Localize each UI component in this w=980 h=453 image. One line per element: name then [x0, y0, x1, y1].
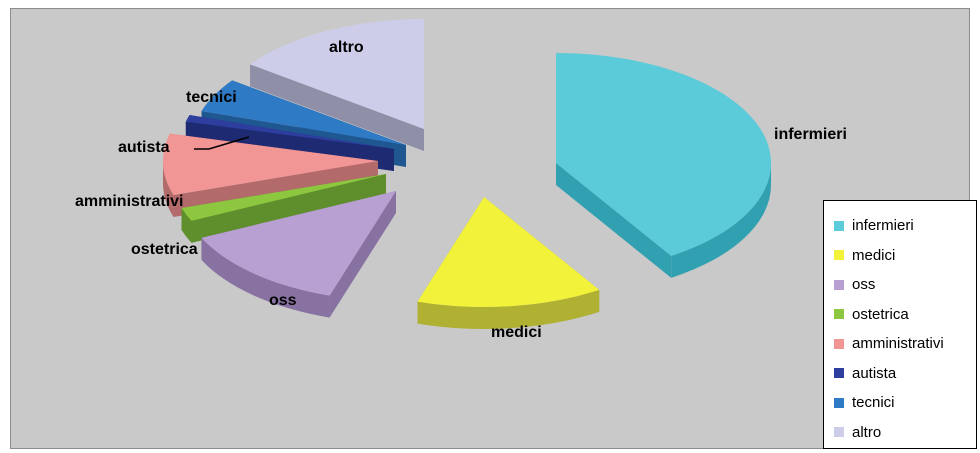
- legend-label: tecnici: [852, 394, 895, 412]
- pie-slice-medici: [417, 197, 600, 307]
- legend-item-autista: autista: [834, 359, 976, 389]
- slice-label-infermieri: infermieri: [774, 126, 847, 143]
- legend-label: oss: [852, 276, 876, 294]
- slice-label-oss: oss: [269, 292, 297, 309]
- legend-swatch: [834, 338, 844, 349]
- pie-slice-autista: [185, 115, 394, 149]
- pie-slice-ostetrica: [181, 174, 386, 221]
- legend-item-ostetrica: ostetrica: [834, 300, 976, 330]
- slice-label-medici: medici: [491, 324, 542, 341]
- legend-swatch: [834, 397, 844, 408]
- legend-swatch: [834, 279, 844, 290]
- slice-label-autista: autista: [118, 139, 170, 156]
- legend-item-oss: oss: [834, 270, 976, 300]
- legend-label: altro: [852, 423, 882, 441]
- legend-label: autista: [852, 364, 897, 382]
- pie-slice-side-oss: [201, 237, 330, 318]
- slice-label-altro: altro: [329, 39, 364, 56]
- pie-slice-edge-infermieri: [556, 163, 672, 278]
- slice-label-amministrativi: amministrativi: [75, 193, 183, 210]
- pie-slice-altro: [250, 19, 424, 129]
- pie-slice-oss: [201, 191, 396, 296]
- pie-slice-edge-ostetrica: [181, 174, 386, 230]
- legend-item-amministrativi: amministrativi: [834, 329, 976, 359]
- pie-slice-side-medici: [417, 289, 600, 329]
- pie-slice-tecnici: [201, 80, 406, 145]
- slice-label-tecnici: tecnici: [186, 89, 237, 106]
- legend-label: amministrativi: [852, 335, 944, 353]
- slice-label-ostetrica: ostetrica: [131, 241, 198, 258]
- pie-slice-side-amministrativi: [163, 161, 174, 217]
- chart-area: infermieri medici oss ostetrica amministrati…: [10, 8, 977, 449]
- legend-swatch: [834, 309, 844, 320]
- pie-slice-edge-altro: [250, 64, 424, 151]
- legend-swatch: [834, 368, 844, 379]
- pie-slice-infermieri: [556, 53, 771, 256]
- pie-slice-side-infermieri: [671, 163, 771, 278]
- legend-item-altro: altro: [834, 418, 976, 448]
- legend-swatch: [834, 250, 844, 261]
- legend-label: infermieri: [852, 217, 914, 235]
- legend-item-infermieri: infermieri: [834, 211, 976, 241]
- legend-item-medici: medici: [834, 241, 976, 271]
- leader-line-autista: [194, 136, 250, 150]
- pie-slice-edge-oss: [329, 191, 396, 318]
- pie-slice-amministrativi: [163, 133, 378, 195]
- legend-item-tecnici: tecnici: [834, 388, 976, 418]
- legend-swatch: [834, 220, 844, 231]
- legend: infermieri medici oss ostetrica amministrati…: [823, 200, 977, 449]
- legend-label: ostetrica: [852, 305, 909, 323]
- pie-chart: infermieri medici oss ostetrica amministrati…: [75, 19, 847, 341]
- legend-swatch: [834, 427, 844, 438]
- legend-label: medici: [852, 246, 896, 264]
